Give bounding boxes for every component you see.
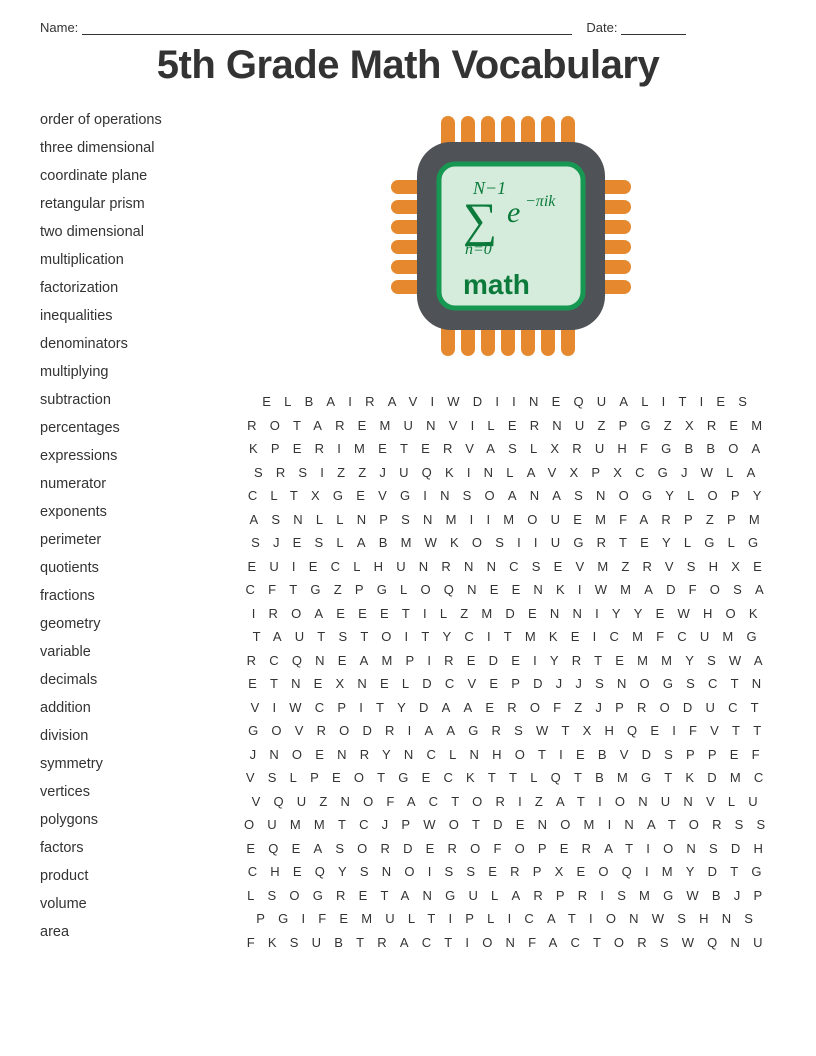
grid-row: RCQNEAMPIREDEIYRTEMMYSWA (244, 649, 778, 673)
name-label: Name: (40, 20, 78, 35)
word-list-item: retangular prism (40, 190, 220, 218)
grid-row: CLTXGEVGINSOANASNOGYLOPY (244, 484, 778, 508)
word-list-item: expressions (40, 442, 220, 470)
grid-row: VQUZNOFACTORIZATIONUNVLU (244, 790, 778, 814)
content-area: order of operationsthree dimensionalcoor… (40, 106, 776, 954)
grid-row: CFTGZPGLOQNEENKIWMADFOSA (244, 578, 778, 602)
word-list-item: two dimensional (40, 218, 220, 246)
formula-bottom: n=0 (465, 241, 492, 258)
word-list-item: multiplication (40, 246, 220, 274)
sigma-symbol: ∑ (463, 194, 497, 247)
word-list-item: geometry (40, 610, 220, 638)
word-search-grid: ELBAIRAVIWDIINEQUALITIESROTAREMUNVILERNU… (244, 390, 778, 954)
grid-row: ELBAIRAVIWDIINEQUALITIES (244, 390, 778, 414)
grid-row: OUMMTCJPWOTDENOMINATORSS (244, 813, 778, 837)
word-list-item: inequalities (40, 302, 220, 330)
word-list: order of operationsthree dimensionalcoor… (40, 106, 220, 954)
word-list-item: polygons (40, 806, 220, 834)
grid-row: PGIFEMULTIPLICATIONWSHNS (244, 907, 778, 931)
grid-row: EQEASORDEROFOPERATIONSDH (244, 837, 778, 861)
grid-row: CHEQYSNOISSERPXEOQIMYDTG (244, 860, 778, 884)
grid-row: ROTAREMUNVILERNUZPGZXREM (244, 414, 778, 438)
word-list-item: fractions (40, 582, 220, 610)
word-list-item: area (40, 918, 220, 946)
word-list-item: percentages (40, 414, 220, 442)
grid-row: ETNEXNELDCVEPDJJSNOGSCTN (244, 672, 778, 696)
formula-e: e (507, 196, 520, 229)
word-list-item: three dimensional (40, 134, 220, 162)
word-list-item: numerator (40, 470, 220, 498)
word-list-item: factorization (40, 274, 220, 302)
word-list-item: product (40, 862, 220, 890)
word-list-item: symmetry (40, 750, 220, 778)
grid-row: JNOENRYNCLNHOTIEBVDSPPEF (244, 743, 778, 767)
grid-row: LSOGRETANGULARPRISMGWBJP (244, 884, 778, 908)
grid-row: VIWCPITYDAAEROFZJPRODUCT (244, 696, 778, 720)
word-list-item: coordinate plane (40, 162, 220, 190)
date-blank[interactable] (621, 34, 686, 35)
word-list-item: subtraction (40, 386, 220, 414)
date-label: Date: (586, 20, 617, 35)
right-column: N−1 ∑ e −πik n=0 math ELBAIRAVIWDIINEQUA… (244, 106, 778, 954)
word-list-item: factors (40, 834, 220, 862)
grid-row: FKSUBTRACTIONFACTORSWQNU (244, 931, 778, 955)
grid-row: KPERIMETERVASLXRUHFGBBOA (244, 437, 778, 461)
word-list-item: addition (40, 694, 220, 722)
word-list-item: order of operations (40, 106, 220, 134)
word-list-item: variable (40, 638, 220, 666)
word-list-item: volume (40, 890, 220, 918)
grid-row: SRSIZZJUQKINLAVXPXCGJWLA (244, 461, 778, 485)
grid-row: IROAEEETILZMDENNIYYEWHOK (244, 602, 778, 626)
word-list-item: decimals (40, 666, 220, 694)
chip-label: math (463, 269, 530, 300)
math-chip-icon: N−1 ∑ e −πik n=0 math (381, 106, 641, 366)
name-blank[interactable] (82, 34, 572, 35)
word-list-item: multiplying (40, 358, 220, 386)
word-list-item: vertices (40, 778, 220, 806)
chip-illustration: N−1 ∑ e −πik n=0 math (244, 106, 778, 366)
worksheet-header: Name: Date: (40, 20, 776, 35)
word-list-item: perimeter (40, 526, 220, 554)
grid-row: TAUTSTOITYCITMKEICMFCUMG (244, 625, 778, 649)
formula-exp: −πik (525, 193, 556, 210)
grid-row: SJESLABMWKOSIIUGRTEYLGLG (244, 531, 778, 555)
grid-row: EUIECLHUNRNNCSEVMZRVSHXE (244, 555, 778, 579)
word-list-item: denominators (40, 330, 220, 358)
grid-row: VSLPEOTGECKTTLQTBMGTKDMC (244, 766, 778, 790)
page-title: 5th Grade Math Vocabulary (40, 43, 776, 88)
grid-row: ASNLLNPSNMIIMOUEMFARPZPM (244, 508, 778, 532)
word-list-item: division (40, 722, 220, 750)
grid-row: GOVRODRIAAGRSWTXHQEIFVTT (244, 719, 778, 743)
word-list-item: quotients (40, 554, 220, 582)
word-list-item: exponents (40, 498, 220, 526)
